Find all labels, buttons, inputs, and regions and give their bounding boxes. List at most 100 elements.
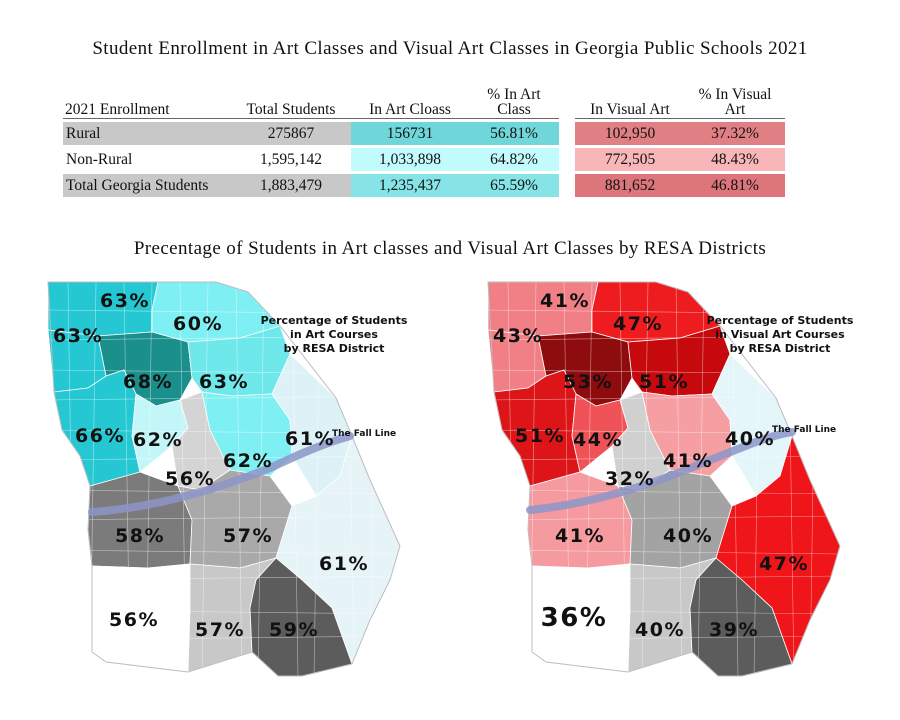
district-label-ne-north: 60% <box>173 313 223 335</box>
district-label-south-central: 57% <box>223 525 273 547</box>
district-label-central: 32% <box>605 468 655 490</box>
county-line <box>787 281 795 679</box>
county-line <box>47 395 401 401</box>
table-title: Student Enrollment in Art Classes and Vi… <box>92 38 808 59</box>
county-line <box>179 281 187 679</box>
county-line <box>507 281 515 679</box>
district-label-southwest: 58% <box>115 525 165 547</box>
county-line <box>291 281 299 679</box>
county-line <box>753 281 761 679</box>
county-line <box>47 429 401 435</box>
in-visual-cell: 772,505 <box>575 148 685 171</box>
district-label-augusta: 62% <box>223 450 273 472</box>
pct-art-cell: 56.81% <box>469 122 559 145</box>
county-line <box>809 281 817 679</box>
legend-line: in Visual Art Courses <box>715 328 845 341</box>
district-label-nw-lower: 43% <box>493 325 543 347</box>
district-label-se: 59% <box>269 619 319 641</box>
district-label-se: 39% <box>709 619 759 641</box>
total-students-cell: 1,883,479 <box>231 174 351 197</box>
county-line <box>47 635 401 641</box>
district-label-metro: 68% <box>123 371 173 393</box>
col-header-in-visual: In Visual Art <box>575 87 685 119</box>
county-line <box>67 281 75 679</box>
county-line <box>487 515 841 521</box>
county-line <box>47 369 401 375</box>
table-row: Total Georgia Students 1,883,479 1,235,4… <box>63 174 785 197</box>
row-label: Rural <box>63 122 231 145</box>
county-line <box>47 549 401 555</box>
district-label-east: 61% <box>285 428 335 450</box>
col-header-enrollment: 2021 Enrollment <box>63 87 231 119</box>
district-label-southwest: 41% <box>555 525 605 547</box>
table-header-row: 2021 Enrollment Total Students In Art Cl… <box>63 87 785 119</box>
county-line <box>529 281 537 679</box>
district-label-ne-mid: 51% <box>639 371 689 393</box>
district-label-augusta: 41% <box>663 450 713 472</box>
district-label-nw-upper: 41% <box>540 290 590 312</box>
in-visual-cell: 881,652 <box>575 174 685 197</box>
gap-cell <box>559 122 575 145</box>
district-label-ne-north: 47% <box>613 313 663 335</box>
district-label-sw-corner: 36% <box>541 603 608 633</box>
county-line <box>731 281 739 679</box>
maps-title: Precentage of Students in Art classes an… <box>133 238 767 259</box>
county-line <box>487 575 841 581</box>
county-line <box>487 549 841 555</box>
col-header-total: Total Students <box>231 87 351 119</box>
county-line <box>47 575 401 581</box>
table-row: Non-Rural 1,595,142 1,033,898 64.82% 772… <box>63 148 785 171</box>
table-row: Rural 275867 156731 56.81% 102,950 37.32… <box>63 122 785 145</box>
fall-line-label: The Fall Line <box>332 429 396 439</box>
county-lines <box>47 281 401 679</box>
legend-line: in Art Courses <box>290 328 378 341</box>
total-students-cell: 275867 <box>231 122 351 145</box>
district-label-nw-lower: 63% <box>53 325 103 347</box>
district-label-metro: 53% <box>563 371 613 393</box>
county-line <box>47 455 401 461</box>
county-line <box>487 369 841 375</box>
district-label-central: 56% <box>165 468 215 490</box>
pct-art-cell: 64.82% <box>469 148 559 171</box>
district-label-west: 51% <box>515 425 565 447</box>
fall-line <box>88 432 354 516</box>
row-label: Non-Rural <box>66 150 133 168</box>
county-line <box>347 281 355 679</box>
county-line <box>47 489 401 495</box>
county-line <box>487 455 841 461</box>
col-header-in-art: In Art Cloass <box>351 87 469 119</box>
county-line <box>487 309 841 315</box>
gap-cell <box>559 148 575 171</box>
county-line <box>487 335 841 341</box>
county-line <box>487 635 841 641</box>
county-line <box>585 281 593 679</box>
col-header-pct-visual: % In Visual Art <box>685 87 785 119</box>
county-line <box>619 281 627 679</box>
total-students-cell: 1,595,142 <box>260 150 322 168</box>
row-label: Total Georgia Students <box>63 174 231 197</box>
in-visual-cell: 102,950 <box>575 122 685 145</box>
district-label-south: 57% <box>195 619 245 641</box>
district-label-south: 40% <box>635 619 685 641</box>
gap-cell <box>559 174 575 197</box>
county-line <box>487 489 841 495</box>
district-label-sw-corner: 56% <box>109 609 159 631</box>
pct-visual-cell: 46.81% <box>685 174 785 197</box>
county-line <box>487 395 841 401</box>
district-label-south-metro: 62% <box>133 429 183 451</box>
district-label-east: 40% <box>725 428 775 450</box>
district-layer <box>487 281 841 677</box>
district-label-ne-mid: 63% <box>199 371 249 393</box>
district-label-coast: 47% <box>759 553 809 575</box>
county-line <box>487 609 841 615</box>
county-line <box>313 281 321 679</box>
pct-visual-cell: 37.32% <box>685 122 785 145</box>
pct-art-cell: 65.59% <box>469 174 559 197</box>
county-line <box>47 309 401 315</box>
legend-line: Percentage of Students <box>261 314 408 327</box>
district-label-west: 66% <box>75 425 125 447</box>
county-line <box>697 281 705 679</box>
